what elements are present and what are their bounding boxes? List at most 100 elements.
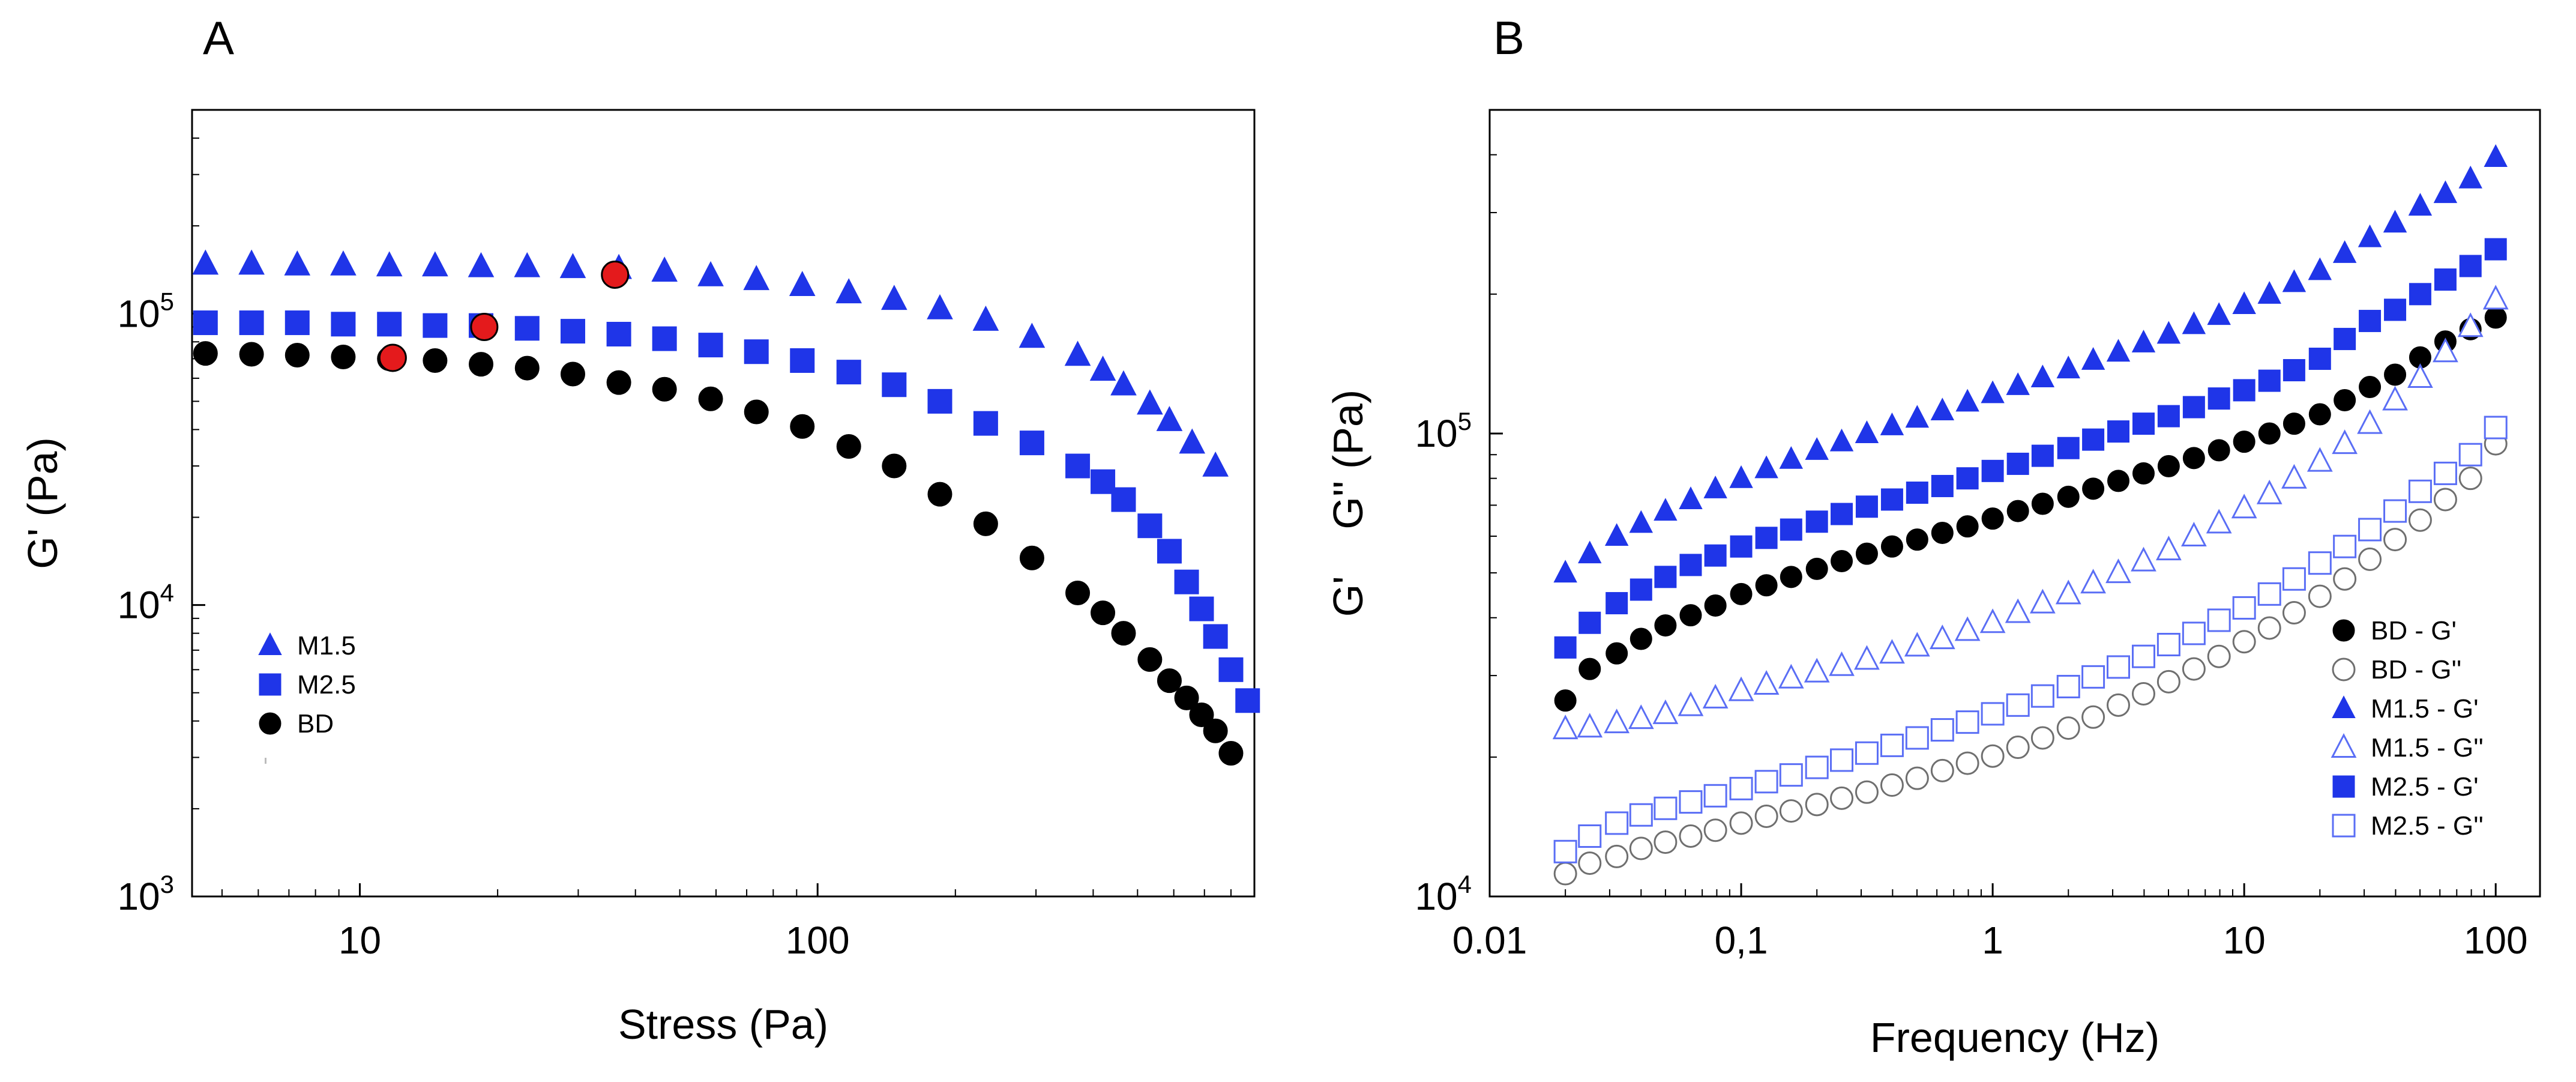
- series-bd-g-point-28: [2257, 616, 2281, 640]
- series-m2-5-g-point-21: [2082, 428, 2105, 451]
- series-m1-5-g-point-22: [2106, 339, 2131, 362]
- series-m1-5-g-point-29: [2282, 269, 2307, 292]
- series-bd-g-point-5: [1679, 824, 1703, 848]
- series-bd-g-point-16: [1956, 515, 1979, 538]
- series-bd-g-point-13: [1880, 535, 1903, 558]
- series-m1-5-point-22: [1137, 389, 1163, 415]
- series-bd-g-point-23: [2131, 682, 2155, 706]
- series-m2-5-g-point-18: [2006, 693, 2030, 717]
- series-bd-g-point-28: [2258, 422, 2281, 445]
- series-m1-5-g-point-30: [2308, 257, 2332, 280]
- series-m2-5-point-10: [652, 326, 677, 351]
- series-m1-5-g-point-4: [1652, 699, 1679, 724]
- series-m1-5-g-point-23: [2131, 330, 2156, 352]
- series-m1-5-g-point-27: [2232, 291, 2256, 315]
- legend-item: M2.5 - G': [2332, 772, 2479, 802]
- series-m2-5-g-point-35: [2434, 268, 2457, 291]
- series-m2-5-g-point-12: [1855, 495, 1878, 518]
- panel-b-y-title: G' G'' (Pa): [1325, 390, 1371, 617]
- series-m1-5-g-point-3: [1629, 510, 1654, 533]
- series-m2-5-g-point-4: [1654, 566, 1677, 588]
- series-m2-5-g-point-27: [2233, 379, 2256, 402]
- series-bd-g-point-7: [1730, 582, 1753, 605]
- series-bd-point-22: [1137, 647, 1163, 672]
- series-m2-5-point-19: [1065, 453, 1091, 479]
- series-bd-g-point-21: [2081, 705, 2105, 729]
- series-bd-g-point-20: [2056, 716, 2080, 740]
- series-m2-5-point-8: [560, 319, 585, 344]
- panel-b-x-title: Frequency (Hz): [1870, 1014, 2159, 1061]
- series-m2-5-g-point-30: [2308, 348, 2331, 370]
- series-bd-g-point-14: [1905, 766, 1929, 790]
- series-m1-5-g-point-26: [2207, 302, 2231, 325]
- legend-item: M1.5: [258, 631, 356, 660]
- legend-label: M1.5 - G'': [2371, 733, 2484, 763]
- series-bd-g-point-4: [1654, 614, 1677, 637]
- series-bd-g-point-23: [2132, 462, 2155, 485]
- series-m1-5-g-point-0: [1552, 715, 1578, 740]
- series-bd-point-9: [606, 370, 631, 395]
- series-bd-g-point-14: [1906, 528, 1928, 551]
- series-m1-5-g-point-20: [2056, 355, 2080, 379]
- series-m1-5-point-5: [422, 251, 448, 277]
- legend-swatch-point-1: [259, 673, 281, 696]
- series-bd-point-10: [652, 376, 677, 402]
- series-m2-5-g-point-4: [1654, 796, 1678, 820]
- series-bd-g-point-34: [2408, 508, 2432, 532]
- series-bd-point-19: [1065, 581, 1091, 606]
- series-m2-5-g-point-23: [2131, 644, 2155, 668]
- series-bd-g-point-0: [1553, 862, 1577, 886]
- panel-a: A 10 100 103 104 105 Stress (Pa) G' (Pa) M1.…: [19, 11, 1260, 1048]
- series-m1-5-g-point-26: [2206, 509, 2232, 534]
- series-m2-5-g-point-17: [1981, 702, 2005, 726]
- legend-swatch-point-2: [2332, 695, 2356, 719]
- series-m2-5-g-point-32: [2359, 310, 2382, 333]
- series-m1-5-g-point-13: [1880, 413, 1904, 435]
- series-m2-5-g-point-10: [1805, 755, 1829, 779]
- series-bd-point-20: [1091, 600, 1116, 626]
- series-m1-5-g-point-35: [2433, 180, 2458, 204]
- series-m1-5-g-point-14: [1904, 632, 1930, 657]
- series-m1-5-g-point-17: [1981, 380, 2005, 403]
- series-m2-5-point-0: [193, 310, 218, 336]
- series-bd-g-point-7: [1729, 811, 1753, 835]
- series-m1-5-g-point-3: [1628, 704, 1654, 730]
- series-bd-point-6: [469, 352, 494, 377]
- series-m1-5-g-point-33: [2382, 385, 2408, 411]
- series-m2-5-g-point-1: [1578, 611, 1601, 634]
- series-m2-5-g-point-24: [2156, 632, 2180, 656]
- series-m1-5-g-point-11: [1829, 428, 1854, 452]
- series-m2-5-g-point-0: [1554, 636, 1577, 659]
- panel-a-stray-tick: [265, 758, 266, 764]
- series-m2-5-point-7: [514, 316, 540, 341]
- series-m1-5-point-20: [1089, 355, 1116, 381]
- series-m2-5-point-27: [1218, 657, 1244, 682]
- series-m2-5-g-point-33: [2383, 499, 2407, 523]
- series-bd-g-point-36: [2458, 467, 2482, 491]
- series-bd-point-12: [744, 399, 769, 425]
- series-m2-5-g-point-7: [1729, 776, 1753, 800]
- legend-swatch-point-4: [2332, 775, 2355, 798]
- series-m1-5-g-point-10: [1804, 657, 1830, 683]
- series-bd-g-point-15: [1930, 758, 1954, 782]
- series-m1-5-g-point-35: [2433, 337, 2458, 363]
- series-m1-5-g-point-18: [2005, 598, 2031, 623]
- series-bd-g-point-19: [2031, 492, 2054, 515]
- series-bd-g-point-11: [1830, 786, 1854, 810]
- panel-a-x-title: Stress (Pa): [618, 1001, 828, 1048]
- series-m2-5-g-point-19: [2030, 684, 2054, 708]
- series-bd-g-point-21: [2082, 477, 2105, 500]
- series-bd-g-point-32: [2358, 547, 2382, 571]
- series-bd-g-point-32: [2359, 376, 2382, 399]
- series-m1-5-g-point-28: [2257, 281, 2281, 304]
- series-bd-g-point-2: [1605, 642, 1628, 665]
- series-bd-g-point-19: [2030, 726, 2054, 750]
- series-m2-5-g-point-35: [2433, 461, 2457, 485]
- series-m1-5-g-point-37: [2482, 285, 2509, 310]
- series-m1-5-g-point-37: [2484, 144, 2508, 167]
- y-tick-label: 104: [117, 579, 174, 627]
- series-m2-5-g-point-20: [2057, 437, 2080, 459]
- series-m1-5-point-16: [927, 294, 953, 319]
- series-m2-5-g-point-19: [2031, 444, 2054, 467]
- legend-label: M2.5 - G'': [2371, 811, 2484, 841]
